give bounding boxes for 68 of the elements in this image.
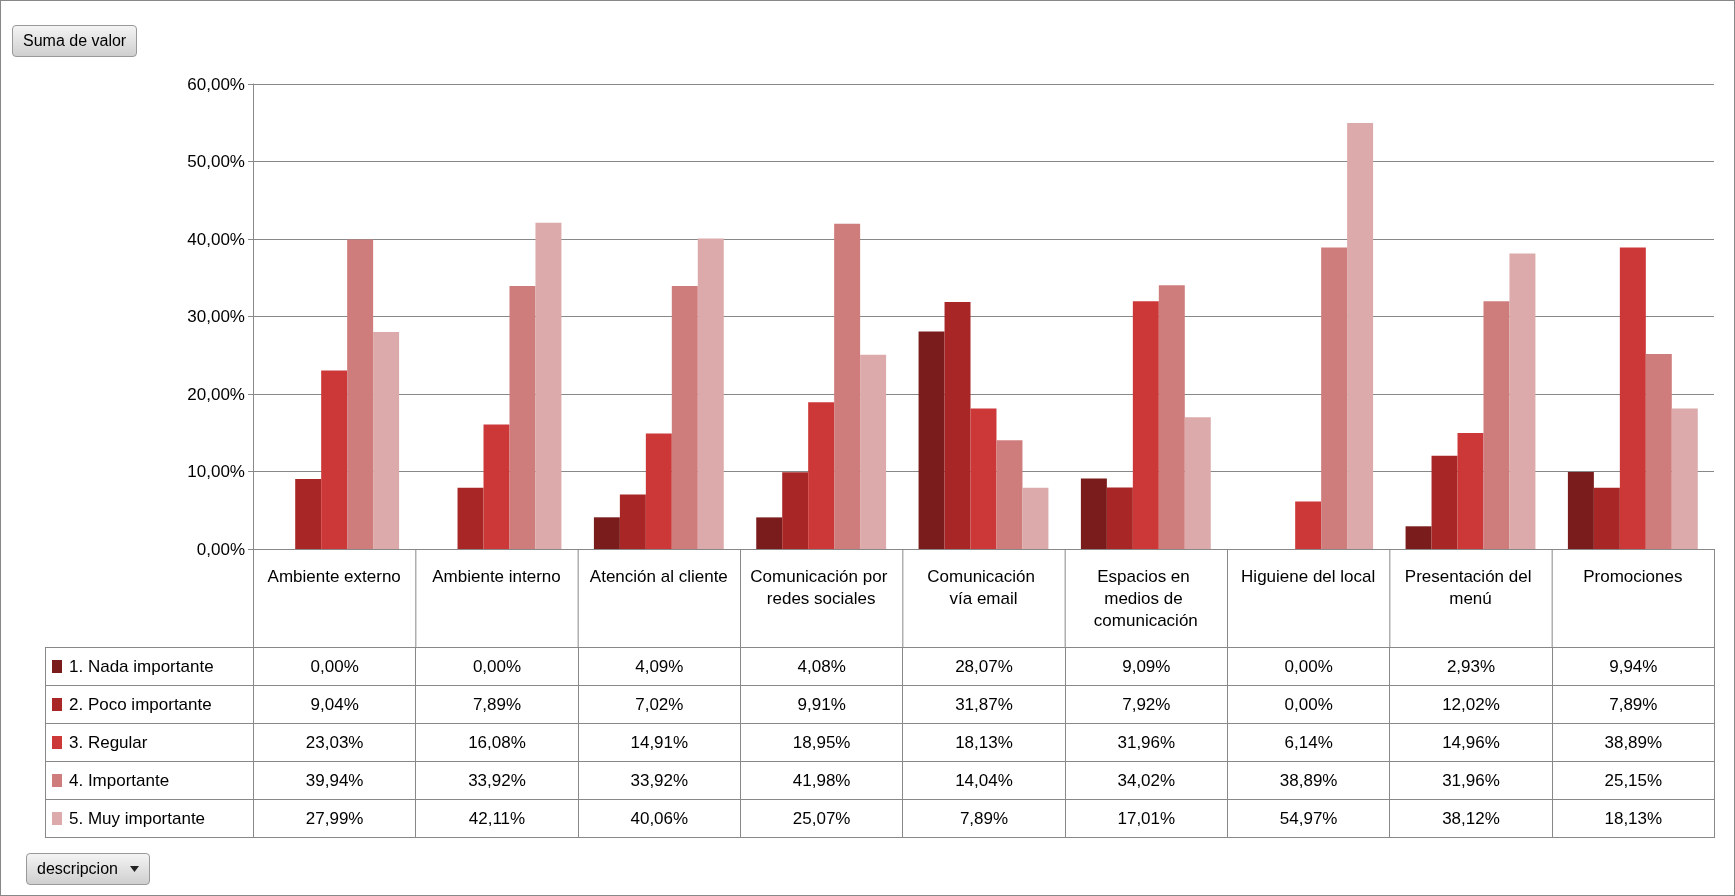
x-tick-label: Promociones: [1583, 566, 1683, 586]
data-label: 17,01%: [1117, 808, 1176, 829]
legend-label: 5. Muy importante: [69, 808, 206, 829]
data-label: 12,02%: [1442, 694, 1500, 715]
data-label: 33,92%: [630, 770, 689, 791]
data-label: 18,95%: [792, 732, 851, 753]
data-label: 7,89%: [959, 808, 1009, 829]
y-tick-label: 50,00%: [187, 152, 245, 171]
data-label: 25,07%: [792, 808, 851, 829]
y-tick-label: 40,00%: [187, 229, 245, 249]
x-tick-label: Comunicación vía email: [927, 566, 1040, 608]
y-tick-label: 20,00%: [187, 384, 245, 404]
x-tick-label: Ambiente externo: [267, 566, 401, 586]
data-label: 0,00%: [472, 656, 522, 677]
data-label: 7,89%: [1609, 694, 1658, 715]
data-label: 39,94%: [305, 770, 364, 791]
y-tick-label: 0,00%: [196, 539, 245, 559]
data-label: 7,89%: [472, 694, 522, 715]
data-label: 9,04%: [310, 694, 359, 715]
data-label: 28,07%: [955, 656, 1013, 677]
data-label: 9,09%: [1122, 656, 1171, 677]
data-label: 0,00%: [310, 656, 359, 677]
data-label: 0,00%: [1284, 694, 1333, 715]
data-label: 54,97%: [1279, 808, 1338, 829]
legend-label: 4. Importante: [69, 770, 170, 791]
data-label: 4,09%: [635, 656, 684, 677]
x-tick-label: Comunicación por redes sociales: [750, 566, 893, 608]
data-label: 18,13%: [1604, 808, 1663, 829]
data-label: 25,15%: [1604, 770, 1663, 791]
data-label: 31,87%: [955, 694, 1013, 715]
data-label: 14,91%: [630, 732, 689, 753]
data-label: 7,02%: [635, 694, 684, 715]
data-label: 9,94%: [1609, 656, 1658, 677]
x-tick-label: Espacios en medios de comunicación: [1093, 566, 1198, 630]
data-label: 23,03%: [305, 732, 364, 753]
data-label: 38,89%: [1279, 770, 1338, 791]
data-label: 33,92%: [468, 770, 526, 791]
data-label: 27,99%: [305, 808, 364, 829]
data-label: 6,14%: [1284, 732, 1333, 753]
data-label: 40,06%: [630, 808, 689, 829]
data-label: 14,04%: [955, 770, 1013, 791]
data-label: 0,00%: [1284, 656, 1333, 677]
field-button: Suma de valor: [12, 25, 138, 57]
data-label: 2,93%: [1446, 656, 1496, 677]
data-label: 18,13%: [955, 732, 1013, 753]
data-label: 14,96%: [1442, 732, 1500, 753]
legend-label: 3. Regular: [69, 732, 148, 753]
data-label: 31,96%: [1442, 770, 1500, 791]
field-button: descripcion: [26, 853, 150, 885]
y-tick-label: 60,00%: [187, 74, 245, 94]
data-label: 9,91%: [797, 694, 846, 715]
data-label: 38,89%: [1604, 732, 1663, 753]
data-label: 31,96%: [1117, 732, 1176, 753]
x-tick-label: Ambiente interno: [432, 566, 561, 586]
data-label: 38,12%: [1442, 808, 1500, 829]
data-label: 16,08%: [468, 732, 526, 753]
x-tick-label: Presentación del menú: [1404, 566, 1537, 608]
data-label: 7,92%: [1122, 694, 1171, 715]
data-label: 42,11%: [468, 808, 526, 829]
legend-label: 1. Nada importante: [69, 656, 214, 677]
legend-label: 2. Poco importante: [69, 694, 212, 715]
y-tick-label: 10,00%: [187, 462, 245, 481]
data-label: 4,08%: [797, 656, 846, 677]
y-tick-label: 30,00%: [187, 307, 245, 326]
x-tick-label: Higuiene del local: [1241, 566, 1376, 586]
x-tick-label: Atención al cliente: [589, 566, 728, 586]
data-label: 41,98%: [792, 770, 851, 791]
data-label: 34,02%: [1117, 770, 1176, 791]
